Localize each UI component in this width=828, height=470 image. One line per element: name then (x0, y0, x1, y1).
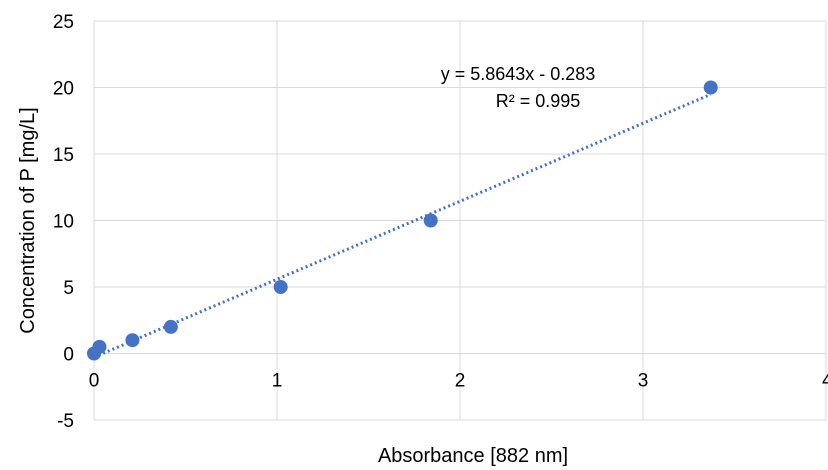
y-tick-label: 0 (63, 345, 74, 366)
y-axis-tick-labels: -5 0 5 10 15 20 25 (53, 12, 74, 432)
y-tick-label: 25 (53, 12, 74, 33)
data-point (423, 213, 438, 228)
data-point (703, 80, 718, 95)
x-tick-label: 0 (89, 371, 100, 392)
data-point (163, 319, 178, 334)
trendline-equation: y = 5.8643x - 0.283 (441, 64, 596, 84)
gridlines (93, 20, 827, 421)
data-point (273, 280, 288, 294)
trendline-r-squared: R² = 0.995 (496, 91, 581, 111)
trendline (93, 93, 712, 359)
y-tick-label: 15 (53, 145, 74, 166)
y-tick-label: -5 (57, 411, 74, 432)
data-points (87, 80, 718, 361)
x-tick-label: 3 (638, 371, 649, 392)
x-axis-title: Absorbance [882 nm] (378, 445, 568, 467)
y-axis-title: Concentration of P [mg/L] (17, 107, 39, 333)
data-point (125, 333, 140, 348)
y-tick-label: 20 (53, 79, 74, 100)
y-tick-label: 10 (53, 212, 74, 233)
y-tick-label: 5 (63, 278, 74, 299)
x-tick-label: 1 (272, 371, 283, 392)
x-axis-tick-labels: 0 1 2 3 4 (89, 371, 828, 392)
x-tick-label: 2 (455, 371, 466, 392)
x-tick-label: 4 (822, 371, 828, 392)
data-point (92, 339, 107, 354)
